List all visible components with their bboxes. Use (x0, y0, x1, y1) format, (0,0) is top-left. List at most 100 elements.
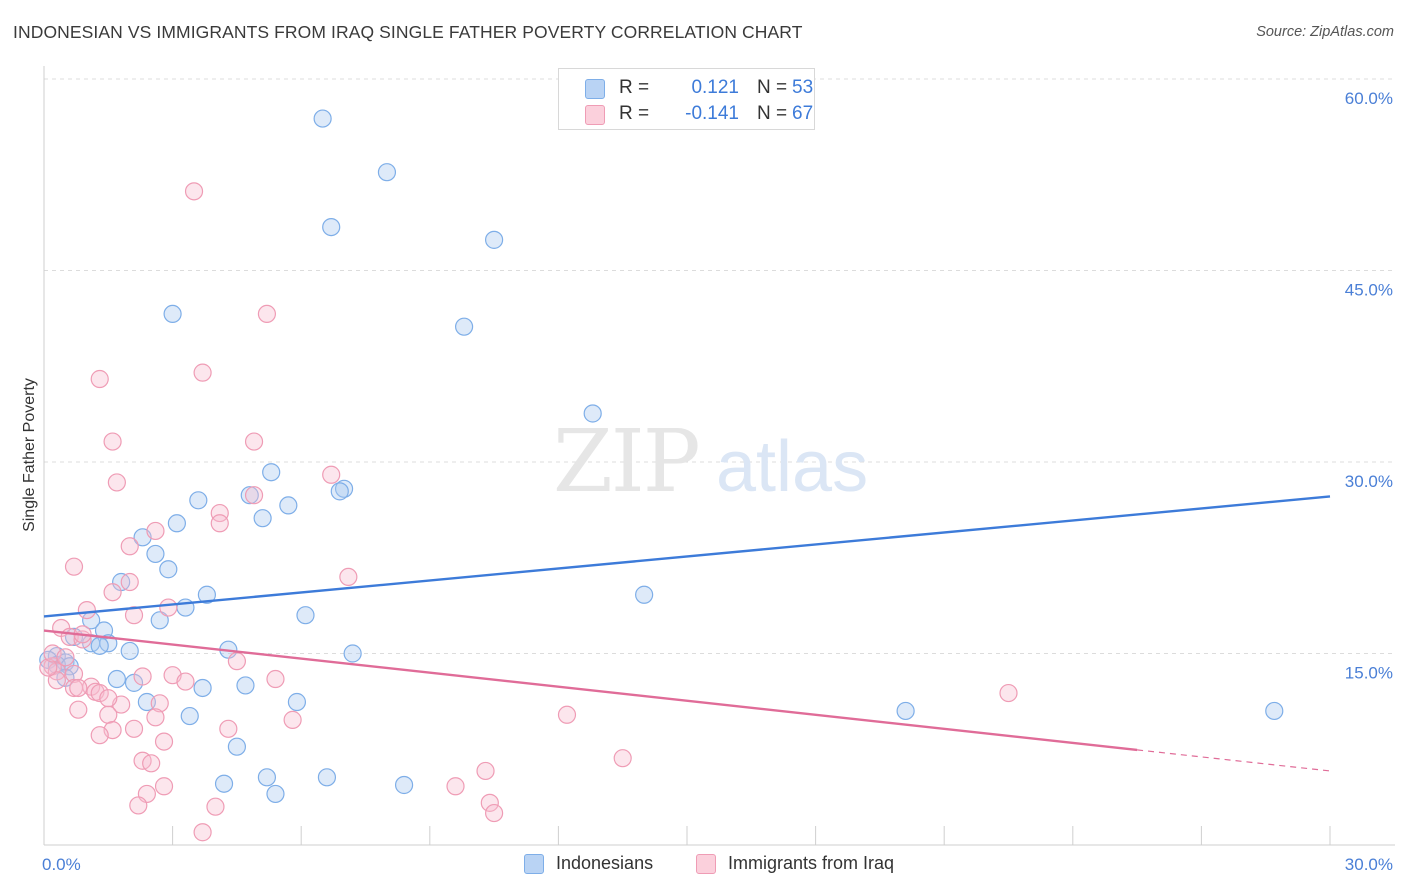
point-indonesians (322, 217, 341, 237)
legend-r-label: R = (619, 103, 650, 124)
point-indonesians (227, 737, 246, 756)
chart-title: INDONESIAN VS IMMIGRANTS FROM IRAQ SINGL… (13, 22, 803, 42)
point-indonesians (90, 636, 109, 655)
point-iraq (613, 749, 632, 768)
point-iraq (146, 708, 165, 727)
point-iraq (257, 304, 277, 324)
point-indonesians (193, 678, 212, 698)
point-iraq (339, 567, 358, 587)
point-iraq (69, 678, 88, 698)
point-iraq (206, 797, 225, 816)
point-indonesians (377, 163, 397, 182)
point-iraq (557, 705, 577, 724)
point-indonesians (485, 230, 504, 249)
point-iraq (103, 583, 122, 602)
point-iraq (193, 363, 212, 382)
point-iraq (64, 557, 84, 576)
point-indonesians (253, 509, 272, 528)
point-iraq (999, 683, 1018, 703)
point-iraq (283, 710, 302, 729)
point-iraq (39, 658, 58, 677)
series-legend: Indonesians Immigrants from Iraq (0, 852, 1406, 878)
point-indonesians (236, 676, 255, 695)
trend-line-iraq-dashed (1137, 749, 1331, 772)
point-iraq (77, 600, 96, 620)
point-iraq (99, 689, 118, 708)
point-indonesians (583, 404, 602, 423)
point-indonesians (394, 775, 414, 795)
point-iraq (159, 598, 178, 617)
y-tick-label: 30.0% (1345, 472, 1393, 491)
point-indonesians (330, 482, 349, 501)
watermark-zip: ZIP (553, 412, 699, 512)
watermark-atlas: atlas (716, 427, 868, 507)
point-iraq (99, 705, 118, 724)
point-indonesians (146, 544, 165, 564)
point-iraq (193, 823, 212, 842)
point-indonesians (896, 701, 915, 721)
x-tick-label: 0.0% (42, 855, 81, 874)
trend-lines (43, 495, 1331, 772)
point-iraq (47, 671, 66, 690)
point-iraq (120, 572, 139, 592)
legend-swatch-blue (524, 854, 544, 874)
y-tick-label: 60.0% (1345, 89, 1393, 108)
trend-line-indonesians (43, 495, 1331, 618)
point-indonesians (635, 585, 654, 604)
correlation-legend: R = 0.121 N = 53 R = -0.141 N = 67 (558, 68, 815, 130)
legend-n-value: 67 (792, 103, 814, 124)
point-iraq (103, 432, 122, 451)
y-tick-label: 15.0% (1345, 664, 1393, 683)
point-indonesians (454, 317, 474, 336)
point-indonesians (240, 486, 259, 505)
legend-label-iraq: Immigrants from Iraq (728, 853, 895, 873)
point-indonesians (137, 692, 156, 712)
point-iraq (154, 777, 174, 796)
point-iraq (154, 732, 174, 751)
point-iraq (142, 754, 161, 773)
point-iraq (146, 521, 165, 541)
point-iraq (322, 465, 341, 484)
legend-swatch-pink (696, 854, 716, 874)
legend-n-label: N = (757, 103, 788, 124)
point-indonesians (287, 692, 307, 712)
point-iraq (150, 694, 169, 713)
point-indonesians (107, 669, 126, 689)
point-iraq (210, 503, 229, 523)
point-iraq (133, 667, 152, 686)
point-iraq (476, 761, 495, 781)
point-indonesians (257, 768, 277, 787)
point-indonesians (266, 784, 285, 804)
point-iraq (90, 369, 109, 389)
point-iraq (90, 726, 109, 745)
point-iraq (227, 652, 246, 671)
y-axis-label: Single Father Poverty (21, 378, 38, 532)
point-iraq (69, 700, 88, 719)
point-indonesians (167, 514, 186, 533)
legend-r-value: -0.141 (685, 103, 739, 124)
point-iraq (244, 432, 264, 451)
point-iraq (64, 664, 84, 684)
legend-r-value: 0.121 (691, 77, 739, 98)
point-iraq (56, 648, 75, 667)
point-indonesians (317, 768, 337, 787)
point-indonesians (150, 611, 169, 630)
point-iraq (64, 678, 84, 698)
point-indonesians (214, 774, 234, 793)
grid-lines (44, 78, 1395, 654)
x-tick-label: 30.0% (1345, 855, 1393, 874)
point-indonesians (163, 304, 182, 324)
point-indonesians (279, 496, 298, 515)
legend-label-indonesians: Indonesians (556, 853, 654, 873)
point-indonesians (180, 706, 199, 726)
point-iraq (446, 777, 465, 796)
point-iraq (124, 719, 144, 738)
point-iraq (266, 669, 285, 689)
point-iraq (107, 473, 126, 492)
point-indonesians (197, 585, 216, 604)
point-indonesians (1265, 701, 1284, 721)
legend-swatch-pink (585, 105, 605, 125)
watermark: ZIP atlas (553, 412, 868, 512)
y-tick-label: 45.0% (1345, 281, 1393, 300)
